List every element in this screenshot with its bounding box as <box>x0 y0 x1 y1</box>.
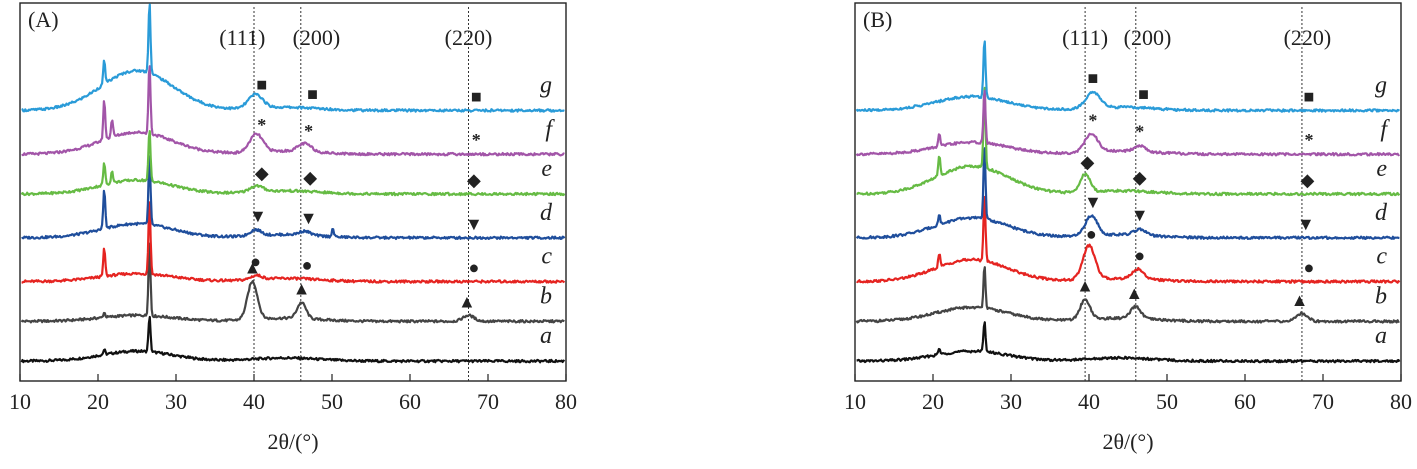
x-tick-label: 10 <box>844 389 866 414</box>
panel-a-chart: 10 20 30 40 50 60 70 80 2θ/(°) (A) (111) (200) (220)… <box>9 2 577 454</box>
series-label-e: e <box>1376 156 1387 182</box>
phase-marker-f: * <box>472 130 481 150</box>
series-line-d <box>21 155 566 240</box>
series-line-f <box>21 65 565 157</box>
series-label-b: b <box>540 283 552 309</box>
phase-marker-g: ■ <box>471 86 482 106</box>
phase-marker-g: ■ <box>307 84 318 104</box>
x-tick-label: 30 <box>165 389 187 414</box>
x-tick-label: 40 <box>243 389 265 414</box>
plot-frame <box>19 2 567 382</box>
phase-marker-f: * <box>1088 110 1097 130</box>
series-line-e <box>856 86 1401 197</box>
series-line-c <box>21 201 566 284</box>
series-line-f <box>855 89 1401 157</box>
series-line-g <box>21 3 565 113</box>
series-label-a: a <box>540 323 552 349</box>
x-tick-label: 20 <box>922 389 944 414</box>
series-label-f: f <box>545 116 555 142</box>
series-line-d <box>855 147 1400 240</box>
phase-marker-b: ▲ <box>293 279 311 299</box>
x-tick-label: 20 <box>87 389 109 414</box>
phase-marker-e: ◆ <box>1133 167 1147 187</box>
series-label-a: a <box>1375 323 1387 349</box>
phase-marker-d: ▼ <box>1297 214 1315 234</box>
series-label-e: e <box>541 156 552 182</box>
series-line-e <box>20 130 566 197</box>
series-label-c: c <box>1376 244 1387 270</box>
series-label-g: g <box>1375 73 1387 99</box>
phase-marker-g: ■ <box>1304 86 1315 106</box>
phase-marker-d: ▼ <box>300 208 318 228</box>
phase-marker-g: ■ <box>1087 68 1098 88</box>
series-label-b: b <box>1375 283 1387 309</box>
phase-marker-d: ▼ <box>465 214 483 234</box>
phase-marker-f: * <box>1135 122 1144 142</box>
x-tick-label: 50 <box>1156 389 1178 414</box>
phase-marker-c: ● <box>1134 245 1145 265</box>
phase-marker-b: ▲ <box>1076 276 1094 296</box>
x-tick-label: 70 <box>1312 389 1334 414</box>
phase-marker-c: ● <box>1304 258 1315 278</box>
x-tick-label: 50 <box>321 389 343 414</box>
phase-marker-d: ▼ <box>1131 205 1149 225</box>
series-line-g <box>855 40 1401 113</box>
phase-marker-f: * <box>304 121 313 141</box>
plot-frame <box>854 2 1402 382</box>
plane-label: (111) <box>1062 25 1108 50</box>
phase-marker-b: ▲ <box>1291 290 1309 310</box>
phase-marker-f: * <box>1304 130 1313 150</box>
series-line-a <box>856 321 1401 364</box>
series-line-b <box>20 242 565 324</box>
phase-marker-c: ● <box>302 255 313 275</box>
series-label-f: f <box>1380 116 1390 142</box>
phase-marker-c: ● <box>1086 224 1097 244</box>
phase-marker-d: ▼ <box>249 206 267 226</box>
plane-label: (220) <box>1284 25 1332 50</box>
phase-marker-g: ■ <box>1138 84 1149 104</box>
phase-marker-e: ◆ <box>467 170 481 190</box>
plane-label: (220) <box>445 25 493 50</box>
x-tick-label: 80 <box>1390 389 1412 414</box>
panel-label: (B) <box>863 7 892 32</box>
phase-marker-e: ◆ <box>255 163 269 183</box>
phase-marker-b: ▲ <box>1125 283 1143 303</box>
phase-marker-c: ● <box>250 251 261 271</box>
series-label-d: d <box>1375 200 1388 226</box>
phase-marker-c: ● <box>469 258 480 278</box>
x-tick-label: 80 <box>555 389 577 414</box>
x-tick-label: 30 <box>1000 389 1022 414</box>
series-line-b <box>855 266 1400 324</box>
x-axis-title: 2θ/(°) <box>267 429 318 454</box>
phase-marker-e: ◆ <box>303 168 317 188</box>
series-line-c <box>856 195 1401 284</box>
series-label-c: c <box>541 244 552 270</box>
series-label-d: d <box>540 200 553 226</box>
phase-marker-d: ▼ <box>1084 192 1102 212</box>
phase-marker-e: ◆ <box>1300 170 1314 190</box>
plane-label: (111) <box>219 25 265 50</box>
x-tick-label: 60 <box>399 389 421 414</box>
plane-label: (200) <box>1124 25 1172 50</box>
phase-marker-b: ▲ <box>244 258 262 278</box>
series-label-g: g <box>540 73 552 99</box>
panel-b-chart: 10 20 30 40 50 60 70 80 2θ/(°) (B) (111) (200) (220)… <box>844 2 1412 454</box>
panel-label: (A) <box>28 7 59 32</box>
x-tick-label: 70 <box>477 389 499 414</box>
x-tick-label: 60 <box>1234 389 1256 414</box>
x-tick-label: 40 <box>1078 389 1100 414</box>
phase-marker-b: ▲ <box>458 292 476 312</box>
series-line-a <box>20 315 566 364</box>
x-axis-title: 2θ/(°) <box>1102 429 1153 454</box>
x-tick-label: 10 <box>9 389 31 414</box>
phase-marker-e: ◆ <box>1081 152 1095 172</box>
phase-marker-g: ■ <box>256 74 267 94</box>
plane-label: (200) <box>293 25 341 50</box>
phase-marker-f: * <box>257 115 266 135</box>
